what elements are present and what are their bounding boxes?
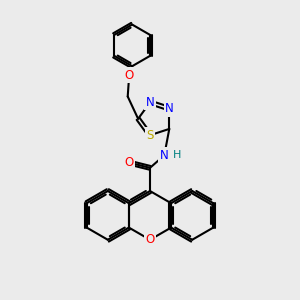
Text: N: N — [160, 149, 169, 162]
Text: O: O — [124, 69, 134, 82]
Text: N: N — [165, 102, 174, 115]
Text: H: H — [172, 150, 181, 161]
Text: O: O — [124, 156, 133, 169]
Text: O: O — [146, 233, 154, 246]
Text: N: N — [146, 96, 154, 109]
Text: S: S — [146, 129, 154, 142]
